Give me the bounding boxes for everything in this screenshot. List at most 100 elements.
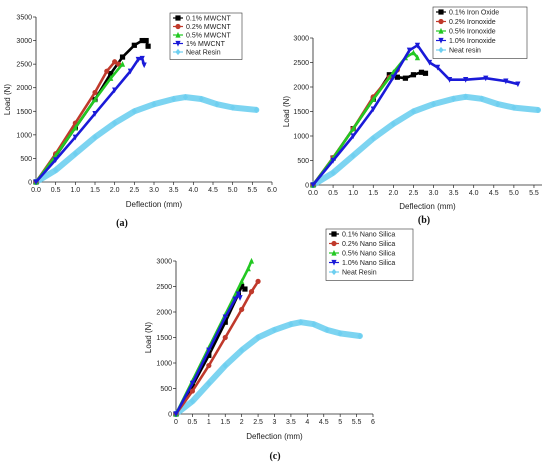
x-tick-label: 2.0 xyxy=(388,190,398,197)
x-tick-label: 2.5 xyxy=(253,419,263,426)
data-point xyxy=(394,74,400,80)
x-tick-label: 4.5 xyxy=(319,419,329,426)
series-line-4 xyxy=(33,94,260,185)
data-point xyxy=(235,291,241,298)
data-point xyxy=(239,283,245,290)
x-tick-label: 0 xyxy=(174,419,178,426)
data-point xyxy=(222,362,228,369)
data-point xyxy=(189,380,196,387)
data-point xyxy=(214,101,220,108)
data-point xyxy=(206,362,212,369)
legend-marker xyxy=(175,40,181,47)
legend-entry: 0.2% Nano Silica xyxy=(342,241,395,248)
data-point xyxy=(222,334,228,341)
data-point xyxy=(92,111,98,117)
legend-entry: 1.0% Nano Silica xyxy=(342,260,395,267)
x-tick-label: 1 xyxy=(207,419,211,426)
data-point xyxy=(426,59,433,66)
data-point xyxy=(446,77,453,83)
x-tick-label: 1.5 xyxy=(368,190,378,197)
data-point xyxy=(171,95,177,103)
data-point xyxy=(239,347,245,354)
x-tick-label: 3.5 xyxy=(286,419,296,426)
series-line-4 xyxy=(310,93,541,188)
x-tick-label: 1.5 xyxy=(90,187,100,194)
x-tick-label: 6.0 xyxy=(267,187,277,194)
data-point xyxy=(151,101,157,108)
x-tick-label: 1.0 xyxy=(70,187,80,194)
data-point xyxy=(119,54,126,60)
data-point xyxy=(139,37,145,44)
y-tick-label: 1500 xyxy=(16,109,32,116)
x-tick-label: 3.5 xyxy=(449,190,459,197)
x-axis-label: Deflection (mm) xyxy=(246,432,303,441)
data-point xyxy=(245,265,251,272)
data-point xyxy=(298,319,304,326)
data-point xyxy=(271,326,278,333)
data-point xyxy=(92,134,98,141)
data-point xyxy=(141,62,147,69)
data-point xyxy=(390,74,396,81)
data-point xyxy=(418,69,425,75)
y-tick-label: 2000 xyxy=(16,85,32,92)
data-point xyxy=(92,96,98,103)
legend-entry: 0.5% MWCNT xyxy=(186,33,231,40)
data-point xyxy=(288,321,294,328)
panel-label: (a) xyxy=(116,218,128,229)
y-tick-label: 1000 xyxy=(293,134,309,141)
x-tick-label: 5 xyxy=(338,419,342,426)
data-point xyxy=(239,278,245,284)
data-point xyxy=(414,42,421,49)
legend-entry: 0.2% Ironoxide xyxy=(449,19,496,26)
data-point xyxy=(414,54,421,61)
y-tick-label: 1500 xyxy=(293,109,309,116)
data-point xyxy=(206,380,212,387)
x-tick-label: 0.0 xyxy=(308,190,318,197)
legend-entry: 0.2% MWCNT xyxy=(186,24,231,31)
data-point xyxy=(402,75,409,81)
legend-marker xyxy=(438,9,444,15)
legend-entry: 0.1% MWCNT xyxy=(186,16,231,23)
y-tick-label: 3000 xyxy=(156,259,172,266)
series-line-2 xyxy=(34,62,124,184)
data-point xyxy=(112,87,118,94)
legend-entry: 1.0% Ironoxide xyxy=(449,38,496,45)
legend-marker xyxy=(331,231,337,237)
y-tick-label: 500 xyxy=(297,158,309,165)
data-point xyxy=(232,296,238,303)
legend-marker xyxy=(175,23,181,30)
y-tick-label: 3000 xyxy=(16,38,32,45)
x-tick-label: 3 xyxy=(273,419,277,426)
y-tick-label: 2500 xyxy=(156,284,172,291)
legend-entry: 1% MWCNT xyxy=(186,41,226,48)
y-tick-label: 3500 xyxy=(16,15,32,22)
data-point xyxy=(515,81,521,88)
y-axis-label: Load (N) xyxy=(282,96,291,127)
legend-entry: Neat resin xyxy=(449,48,481,55)
data-point xyxy=(255,334,261,341)
x-tick-label: 6 xyxy=(371,419,375,426)
data-point xyxy=(112,59,118,65)
y-tick-label: 2000 xyxy=(156,310,172,317)
data-point xyxy=(239,306,245,313)
y-tick-label: 2500 xyxy=(293,60,309,67)
y-tick-label: 0 xyxy=(305,183,309,190)
x-tick-label: 2 xyxy=(240,419,244,426)
x-axis-label: Deflection (mm) xyxy=(399,202,456,211)
data-point xyxy=(206,347,212,354)
legend-marker xyxy=(331,249,337,256)
data-point xyxy=(311,321,317,328)
data-point xyxy=(350,152,356,159)
data-point xyxy=(143,37,149,44)
x-tick-label: 2.0 xyxy=(110,187,120,194)
data-point xyxy=(72,150,78,157)
legend-entry: 0.5% Ironoxide xyxy=(449,29,496,36)
chart-panel-2: 0 0.5 1 1.5 2 2.5 3 3.5 4 4.5 5 5.5 6 0 500 1000 1500 200… xyxy=(144,228,414,462)
data-point xyxy=(370,106,376,113)
data-point xyxy=(511,104,517,111)
data-point xyxy=(135,56,141,63)
data-point xyxy=(451,95,457,102)
series-line-4 xyxy=(173,319,363,417)
x-tick-label: 1.5 xyxy=(220,419,230,426)
